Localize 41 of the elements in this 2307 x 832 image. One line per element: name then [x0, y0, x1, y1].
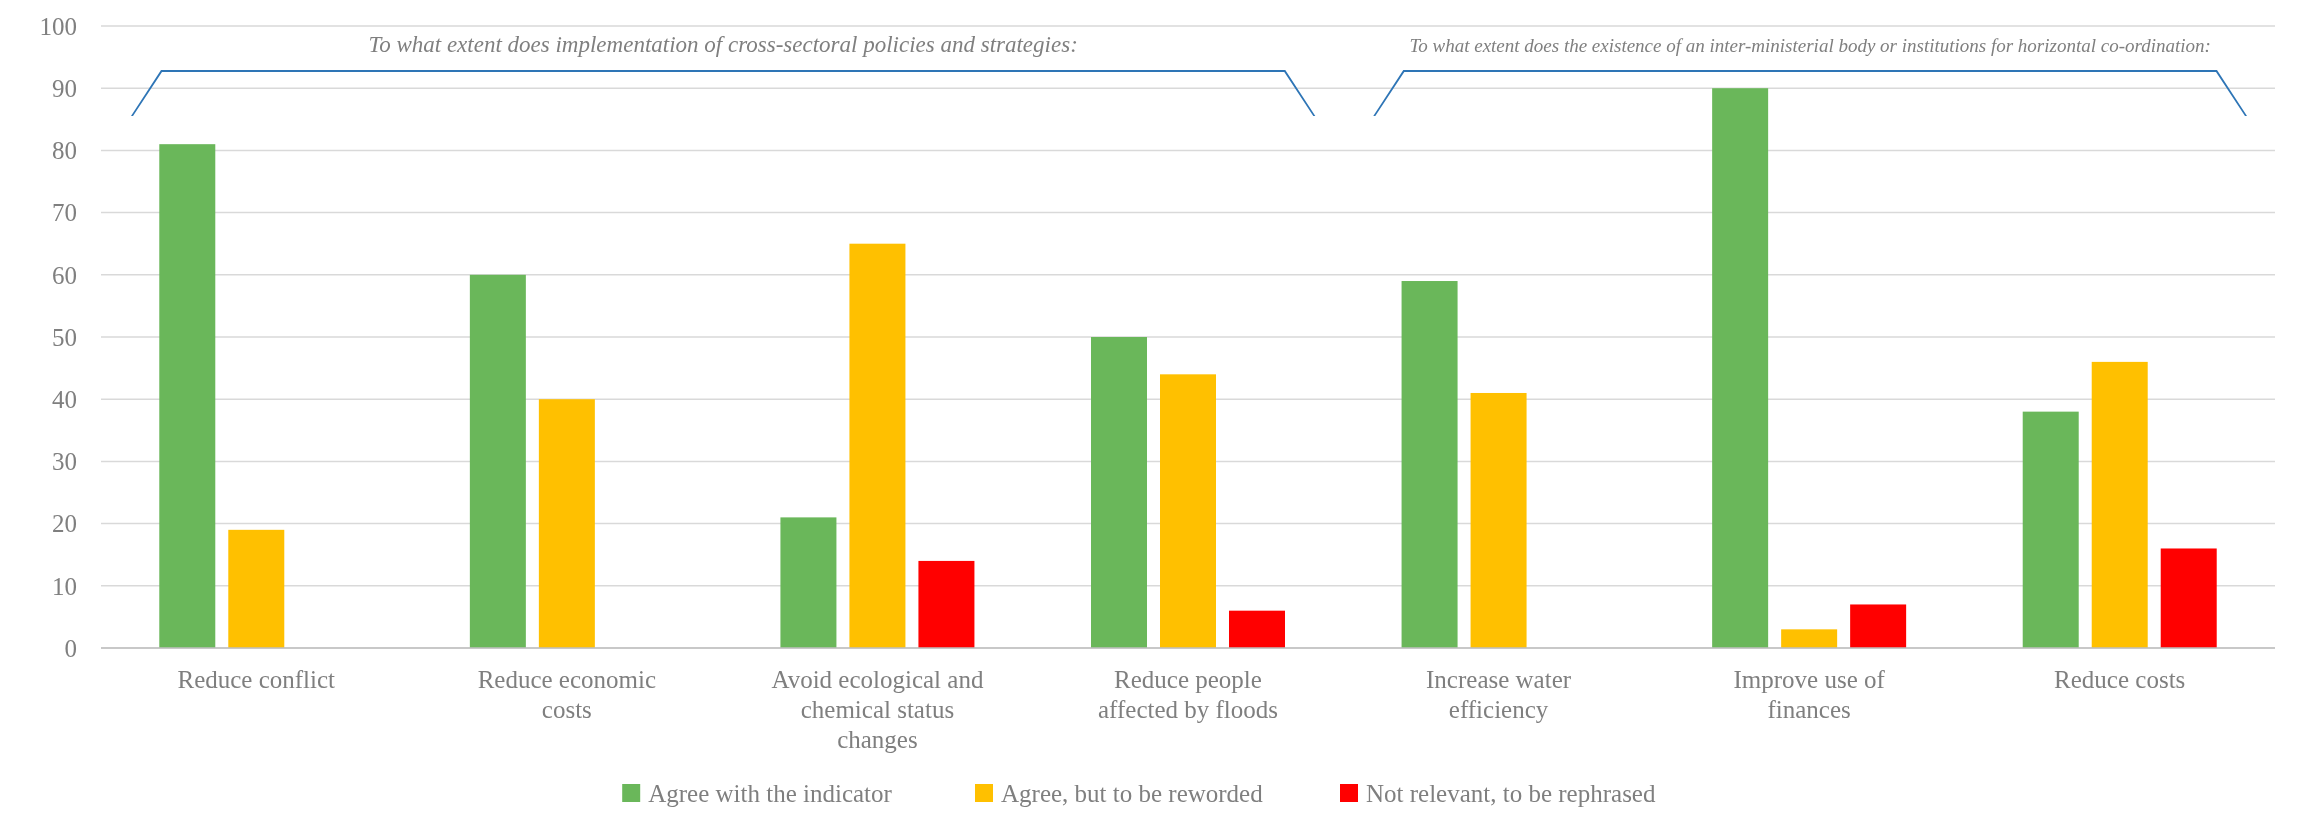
annotation: To what extent does the existence of an inter-ministerial body or institutions for horizontal co-ordination:	[1409, 35, 2211, 56]
bar	[1470, 392, 1527, 648]
y-tick-label: 50	[52, 323, 77, 351]
bar	[2091, 361, 2148, 648]
bar	[1781, 629, 1838, 648]
bar	[1229, 610, 1285, 648]
x-tick-label: Reduce people affected by floods	[1097, 666, 1279, 723]
annotation: To what extent does implementation of cross-sectoral policies and strategies:	[368, 32, 1078, 57]
bar	[1712, 88, 1769, 648]
bar	[849, 243, 906, 648]
y-tick-label: 30	[52, 448, 77, 476]
y-tick-label: 60	[52, 261, 77, 289]
y-tick-label: 0	[64, 634, 77, 662]
legend-label: Agree, but to be reworded	[1001, 779, 1264, 807]
x-tick-label: Avoid ecological and chemical status changes	[771, 666, 984, 753]
x-tick-label: Improve use of finances	[1733, 666, 1886, 723]
y-tick-label: 20	[52, 510, 77, 538]
x-tick-label: Reduce economic costs	[477, 666, 657, 723]
bar	[1401, 281, 1458, 648]
bar	[538, 399, 595, 648]
legend-label: Agree with the indicator	[648, 779, 893, 807]
y-tick-label: 70	[52, 199, 77, 227]
y-tick-label: 90	[52, 74, 77, 102]
bar	[780, 517, 837, 648]
bar	[159, 144, 216, 648]
bar	[469, 274, 526, 648]
bar	[1091, 337, 1147, 648]
legend-label: Not relevant, to be rephrased	[1366, 779, 1656, 807]
x-tick-label: Reduce costs	[2054, 666, 2186, 693]
bar	[1160, 374, 1216, 648]
y-tick-label: 40	[52, 385, 77, 413]
bar	[1850, 604, 1907, 648]
bar	[228, 529, 285, 648]
x-tick-label: Increase water efficiency	[1426, 666, 1572, 723]
y-tick-label: 10	[52, 572, 77, 600]
y-tick-label: 100	[39, 12, 77, 40]
bar	[918, 560, 975, 648]
x-tick-label: Reduce conflict	[177, 666, 336, 693]
bar	[2160, 548, 2217, 648]
bar	[2022, 411, 2079, 648]
y-tick-label: 80	[52, 137, 77, 165]
